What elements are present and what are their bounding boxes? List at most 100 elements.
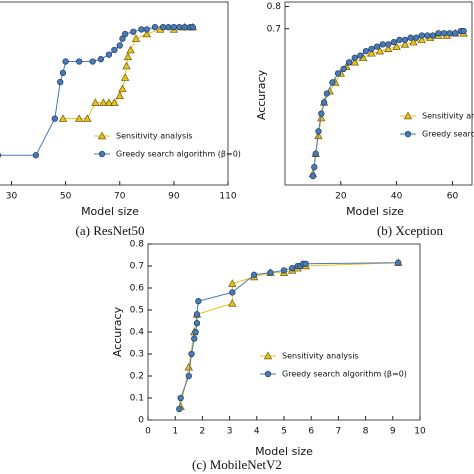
- x-tick-label: 8: [363, 427, 369, 437]
- triangle-marker: [314, 131, 323, 140]
- y-tick-label: 0.3: [130, 350, 144, 360]
- circle-marker: [193, 311, 201, 318]
- triangle-marker: [228, 299, 237, 307]
- legend-marker: [404, 130, 412, 138]
- legend-marker: [97, 131, 107, 140]
- circle-marker: [130, 28, 137, 35]
- triangle-marker: [83, 114, 92, 122]
- circle-marker: [289, 265, 296, 272]
- legend-marker: [263, 351, 273, 360]
- circle-marker: [401, 36, 409, 44]
- circle-marker: [368, 45, 375, 53]
- circle-marker: [452, 30, 459, 37]
- plot-area: [0, 22, 198, 159]
- circle-marker: [320, 99, 328, 106]
- plot-frame: [0, 1, 229, 186]
- circle-marker: [116, 42, 123, 49]
- circle-marker: [151, 24, 159, 31]
- circle-marker: [229, 289, 236, 296]
- triangle-marker: [350, 57, 359, 66]
- circle-marker: [318, 110, 325, 117]
- legend-marker: [403, 111, 413, 120]
- x-tick-label: 6: [308, 427, 314, 437]
- series-line: [180, 262, 399, 407]
- circle-marker: [122, 30, 129, 38]
- triangle-marker: [122, 61, 131, 70]
- triangle-marker: [409, 37, 418, 46]
- circle-marker: [177, 394, 184, 402]
- circle-marker: [446, 30, 453, 37]
- circle-marker: [280, 267, 288, 274]
- y-tick-label: 0.2: [130, 372, 144, 382]
- circle-marker: [373, 43, 381, 50]
- circle-marker: [51, 115, 58, 122]
- triangle-marker: [400, 40, 410, 48]
- series-line: [312, 32, 464, 174]
- circle-marker: [311, 163, 318, 171]
- circle-marker: [346, 59, 353, 66]
- triangle-marker: [417, 35, 426, 44]
- triangle-marker: [104, 98, 114, 106]
- circle-marker: [62, 58, 69, 65]
- x-tick-label: 20: [335, 192, 347, 202]
- triangle-marker: [58, 114, 68, 122]
- triangle-marker: [99, 98, 108, 106]
- triangle-marker: [384, 44, 393, 53]
- circle-marker: [165, 24, 172, 31]
- x-tick-label: 110: [219, 192, 236, 202]
- circle-marker: [323, 90, 331, 97]
- triangle-marker: [126, 45, 135, 54]
- circle-marker: [76, 58, 83, 65]
- circle-marker: [105, 51, 113, 58]
- y-tick-label: 0.8: [267, 2, 282, 12]
- caption: (c) MobileNetV2: [192, 457, 282, 472]
- triangle-marker: [120, 73, 130, 81]
- y-tick-label: 0: [138, 416, 144, 426]
- legend-label: Greedy search algorithm (β=0): [422, 130, 474, 139]
- y-tick-label: 0.6: [130, 284, 145, 294]
- x-tick-label: 9: [390, 427, 396, 437]
- triangle-marker: [123, 52, 133, 61]
- circle-marker: [309, 172, 317, 180]
- x-tick-label: 3: [227, 427, 233, 437]
- circle-marker: [181, 24, 188, 31]
- triangle-marker: [392, 42, 401, 50]
- triangle-marker: [131, 34, 141, 42]
- circle-marker: [159, 24, 167, 31]
- x-axis-label: Model size: [255, 445, 313, 458]
- triangle-marker: [110, 98, 119, 106]
- y-tick-label: 0.7: [130, 262, 144, 272]
- legend-label: Greedy search algorithm (β=0): [282, 370, 407, 379]
- circle-marker: [315, 128, 322, 135]
- circle-marker: [395, 259, 402, 266]
- circle-marker: [379, 41, 386, 48]
- circle-marker: [424, 32, 431, 39]
- x-tick-label: 7: [336, 427, 342, 437]
- x-tick-label: 50: [60, 192, 72, 202]
- series-line: [178, 262, 399, 410]
- circle-marker: [0, 152, 2, 158]
- circle-marker: [32, 152, 40, 159]
- legend-label: Sensitivity analysis: [422, 112, 474, 121]
- legend-marker: [264, 370, 272, 378]
- circle-marker: [89, 58, 96, 65]
- circle-marker: [250, 271, 258, 278]
- plot-frame: [284, 1, 473, 186]
- circle-marker: [192, 328, 199, 336]
- circle-marker: [176, 24, 183, 31]
- x-tick-label: 70: [114, 192, 126, 202]
- circle-marker: [396, 36, 403, 44]
- circle-marker: [390, 39, 398, 46]
- circle-marker: [185, 372, 192, 380]
- y-axis-label: Accuracy: [111, 306, 124, 357]
- x-tick-label: 10: [414, 427, 426, 437]
- circle-marker: [413, 34, 420, 41]
- x-tick-label: 30: [6, 192, 18, 202]
- triangle-marker: [184, 362, 193, 371]
- legend-marker: [98, 150, 106, 158]
- caption: (b) Xception: [377, 223, 444, 238]
- triangle-marker: [115, 91, 124, 100]
- circle-marker: [429, 32, 437, 39]
